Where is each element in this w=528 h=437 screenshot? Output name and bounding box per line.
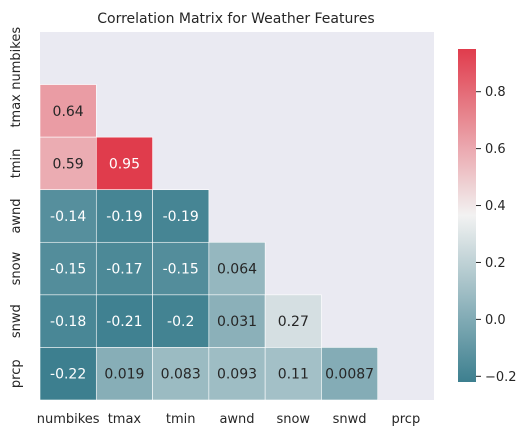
heatmap-cell-tmax-numbikes bbox=[39, 84, 97, 138]
heatmap-value-labels: 0.64 0.59 0.95 -0.14 -0.19 -0.19 -0.15 -0.17 -0.… bbox=[50, 104, 374, 383]
y-tick-label: snow bbox=[9, 251, 24, 285]
heatmap-cell-tmin-numbikes bbox=[39, 136, 97, 191]
y-tick-label: awnd bbox=[9, 198, 24, 233]
colorbar-tick-label: 0.8 bbox=[485, 85, 506, 100]
cell-value-label: 0.59 bbox=[53, 156, 84, 172]
heatmap-cell-snwd-tmin bbox=[152, 294, 210, 348]
colorbar-tick-label: 0.6 bbox=[485, 142, 506, 157]
cell-value-label: 0.27 bbox=[278, 314, 309, 330]
heatmap-cell-tmin-tmax bbox=[95, 136, 153, 191]
colorbar-tick-label: 0.0 bbox=[485, 313, 506, 328]
cell-value-label: 0.083 bbox=[161, 367, 201, 383]
cell-value-label: 0.0087 bbox=[325, 367, 374, 383]
x-tick-label: tmax bbox=[108, 412, 142, 427]
heatmap-cell-snwd-awnd bbox=[208, 294, 266, 348]
x-tick-label: snow bbox=[276, 412, 310, 427]
heatmap-cell-snwd-snow bbox=[264, 294, 322, 348]
x-axis-tick-labels: numbikes tmax tmin awnd snow snwd prcp bbox=[37, 412, 420, 427]
y-tick-label: tmax bbox=[9, 94, 24, 128]
x-tick-label: snwd bbox=[333, 412, 367, 427]
cell-value-label: -0.2 bbox=[167, 314, 194, 330]
chart-title: Correlation Matrix for Weather Features bbox=[97, 11, 374, 27]
x-tick-label: numbikes bbox=[37, 412, 100, 427]
cell-value-label: 0.95 bbox=[109, 156, 140, 172]
heatmap-cell-prcp-awnd bbox=[208, 347, 266, 401]
heatmap-cell-awnd-numbikes bbox=[39, 189, 97, 243]
heatmap-cell-snow-numbikes bbox=[39, 241, 97, 296]
cell-value-label: -0.19 bbox=[163, 209, 199, 225]
colorbar-gradient bbox=[458, 49, 476, 382]
colorbar-tick-label: 0.4 bbox=[485, 199, 506, 214]
cell-value-label: 0.64 bbox=[53, 104, 84, 120]
heatmap-cell-snwd-tmax bbox=[95, 294, 153, 348]
heatmap-cell-snow-tmax bbox=[95, 241, 153, 296]
x-tick-label: tmin bbox=[166, 412, 196, 427]
heatmap-cell-prcp-snow bbox=[264, 347, 322, 401]
heatmap-cell-snow-awnd bbox=[208, 241, 266, 296]
cell-value-label: 0.093 bbox=[217, 367, 257, 383]
cell-value-label: 0.11 bbox=[278, 367, 309, 383]
colorbar-tick-label: 0.2 bbox=[485, 256, 506, 271]
y-tick-label: prcp bbox=[9, 359, 24, 388]
y-axis-tick-labels: numbikes tmax tmin awnd snow snwd prcp bbox=[9, 27, 24, 388]
cell-value-label: -0.21 bbox=[106, 314, 142, 330]
cell-value-label: -0.14 bbox=[50, 209, 86, 225]
x-tick-label: prcp bbox=[391, 412, 420, 427]
cell-value-label: -0.19 bbox=[106, 209, 142, 225]
y-tick-label: tmin bbox=[9, 149, 24, 179]
heatmap-cell-prcp-numbikes bbox=[39, 347, 97, 401]
cell-value-label: -0.18 bbox=[50, 314, 86, 330]
cell-value-label: 0.031 bbox=[217, 314, 257, 330]
cell-value-label: -0.17 bbox=[106, 262, 142, 278]
heatmap-cell-prcp-tmin bbox=[152, 347, 210, 401]
y-tick-label: numbikes bbox=[9, 27, 24, 90]
cell-value-label: -0.22 bbox=[50, 367, 86, 383]
heatmap-cell-prcp-tmax bbox=[95, 347, 153, 401]
colorbar: −0.2 0.0 0.2 0.4 0.6 0.8 bbox=[458, 49, 517, 385]
x-tick-label: awnd bbox=[219, 412, 254, 427]
cell-value-label: 0.064 bbox=[217, 262, 257, 278]
cell-value-label: -0.15 bbox=[163, 262, 199, 278]
heatmap-cells bbox=[39, 84, 379, 401]
heatmap-cell-snow-tmin bbox=[152, 241, 210, 296]
colorbar-tick-label: −0.2 bbox=[485, 370, 517, 385]
heatmap-cell-prcp-snwd bbox=[321, 347, 379, 401]
cell-value-label: -0.15 bbox=[50, 262, 86, 278]
cell-value-label: 0.019 bbox=[104, 367, 144, 383]
y-tick-label: snwd bbox=[9, 304, 24, 338]
